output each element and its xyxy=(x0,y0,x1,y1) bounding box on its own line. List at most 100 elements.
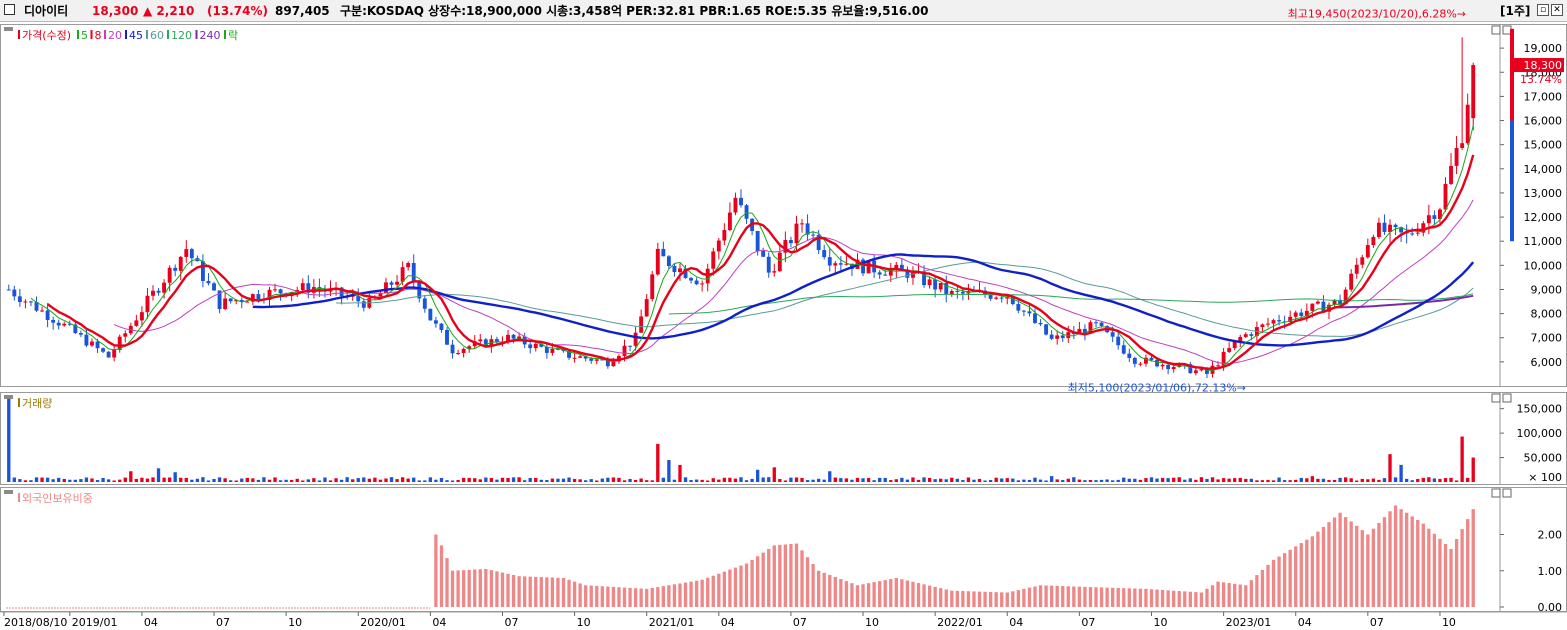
volume-bar xyxy=(23,480,28,482)
foreign-ratio-bar xyxy=(728,569,732,607)
volume-bar xyxy=(833,477,837,482)
candle-body xyxy=(234,299,239,302)
volume-bar xyxy=(772,467,776,482)
maximize-icon[interactable]: ▫ xyxy=(1537,4,1549,16)
volume-bar xyxy=(988,479,993,482)
candle-body xyxy=(833,263,838,266)
select-checkbox[interactable] xyxy=(4,4,15,15)
candle-body xyxy=(1216,365,1220,367)
volume-bar xyxy=(645,480,649,482)
candle-body xyxy=(6,289,11,291)
foreign-ratio-bar xyxy=(489,570,494,607)
foreign-ratio-bar xyxy=(927,585,932,607)
candle-body xyxy=(117,336,122,350)
candle-body xyxy=(356,295,361,302)
candle-body xyxy=(483,339,488,347)
volume-bar xyxy=(1305,478,1309,482)
volume-bar xyxy=(1271,480,1276,482)
volume-bar xyxy=(894,479,898,482)
candle-body xyxy=(733,197,738,213)
volume-bar xyxy=(1294,479,1298,482)
volume-bar xyxy=(367,478,372,482)
legend-label-1: 5 xyxy=(81,29,88,42)
panel-frame xyxy=(0,392,1567,485)
candle-body xyxy=(816,234,821,251)
volume-bar xyxy=(916,479,921,482)
candle-body xyxy=(944,282,949,294)
volume-bar xyxy=(406,478,410,482)
low-annotation: 최저5,100(2023/01/06),72.13%→ xyxy=(1068,382,1246,395)
volume-bar xyxy=(955,478,960,482)
foreign-ratio-bar xyxy=(778,544,782,607)
candle-body xyxy=(439,323,444,330)
foreign-ratio-bar xyxy=(689,581,693,607)
legend-marker xyxy=(125,30,127,39)
close-icon[interactable]: ✕ xyxy=(1551,4,1563,16)
volume-bar xyxy=(1299,477,1303,482)
candle-body xyxy=(1210,365,1215,374)
foreign-ratio-bar xyxy=(1138,588,1143,607)
volume-bar xyxy=(1288,480,1292,482)
candle-body xyxy=(378,293,383,297)
candle-body xyxy=(1144,357,1148,364)
candle-body xyxy=(1321,301,1326,312)
candle-body xyxy=(1188,364,1193,374)
candle-body xyxy=(1010,296,1015,305)
candle-body xyxy=(1193,370,1198,374)
foreign-ratio-bar xyxy=(545,577,549,607)
x-tick-label: 2021/01 xyxy=(649,616,695,629)
volume-bar xyxy=(1238,477,1242,482)
foreign-ratio-bar xyxy=(1149,589,1154,607)
candle-body xyxy=(888,269,893,276)
foreign-ratio-bar xyxy=(645,588,649,607)
candle-body xyxy=(1116,336,1121,346)
volume-bar xyxy=(328,480,333,482)
foreign-ratio-bar xyxy=(511,574,516,607)
volume-bar xyxy=(511,477,516,482)
period-button[interactable]: [1주] xyxy=(1500,4,1531,18)
foreign-ratio-bar xyxy=(922,584,926,607)
foreign-ratio-bar xyxy=(972,591,976,607)
foreign-ratio-bar xyxy=(1205,588,1209,607)
candle-body xyxy=(106,351,111,358)
foreign-ratio-bar xyxy=(1055,585,1059,607)
volume-bar xyxy=(267,479,272,482)
volume-bar xyxy=(1055,479,1059,482)
volume-bar xyxy=(944,479,948,482)
foreign-ratio-bar xyxy=(484,568,488,607)
stock-name[interactable]: 디아이티 xyxy=(24,4,69,18)
candle-body xyxy=(228,298,233,302)
candle-body xyxy=(639,316,644,333)
ma-20-line xyxy=(114,199,1474,365)
candle-body xyxy=(822,250,827,258)
foreign-ratio-bar xyxy=(988,591,993,607)
x-tick-label: 2020/01 xyxy=(360,616,406,629)
volume-bar xyxy=(1244,478,1248,482)
volume-bar xyxy=(461,477,466,482)
volume-bar xyxy=(728,477,732,482)
volume-bar xyxy=(423,480,427,482)
volume-bar xyxy=(1205,478,1209,482)
candle-body xyxy=(1454,147,1459,166)
foreign-ratio-bar xyxy=(650,587,654,607)
candle-body xyxy=(650,274,655,300)
volume-bar xyxy=(1249,478,1254,482)
foreign-ratio-bar xyxy=(456,570,460,607)
candle-body xyxy=(1349,273,1354,290)
candle-body xyxy=(1088,322,1093,334)
volume-bar xyxy=(1466,477,1470,482)
volume-bar xyxy=(950,477,954,482)
foreign-ratio-bar xyxy=(578,583,582,607)
candle-body xyxy=(1360,257,1365,265)
candle-body xyxy=(788,239,793,244)
volume-bar xyxy=(855,477,860,482)
candle-body xyxy=(78,333,83,335)
volume-bar xyxy=(73,479,78,482)
volume-bar xyxy=(129,471,133,482)
foreign-ratio-bar xyxy=(683,582,688,607)
foreign-ratio-bar xyxy=(639,588,643,607)
candle-body xyxy=(90,341,94,346)
volume-bar xyxy=(778,478,782,482)
foreign-ratio-bar xyxy=(1466,519,1470,607)
